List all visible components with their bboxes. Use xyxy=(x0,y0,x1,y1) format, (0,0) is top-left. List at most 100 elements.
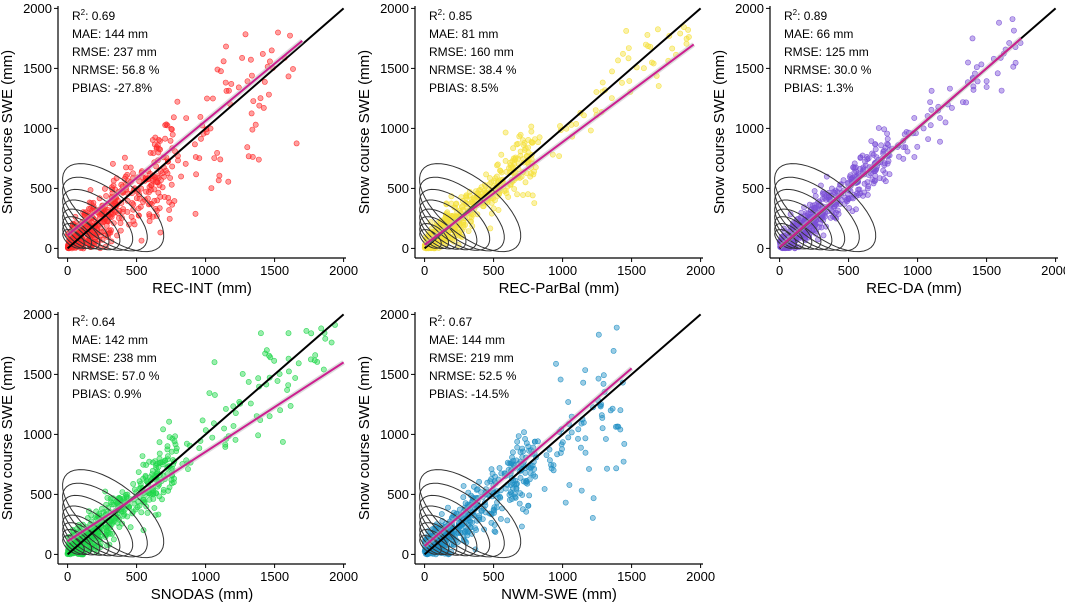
data-point xyxy=(123,164,129,171)
density-contour xyxy=(62,522,101,556)
y-tick-label: 1000 xyxy=(380,121,409,136)
data-point xyxy=(209,434,216,441)
data-point xyxy=(535,438,541,445)
data-point xyxy=(164,443,171,450)
data-point xyxy=(107,524,114,531)
x-tick-label: 1500 xyxy=(260,263,289,278)
data-point xyxy=(239,370,246,377)
data-point xyxy=(613,324,620,331)
data-point xyxy=(239,55,245,61)
data-point xyxy=(164,453,171,460)
data-point xyxy=(122,154,128,161)
data-point xyxy=(103,222,110,229)
data-point xyxy=(196,155,203,162)
data-point xyxy=(172,441,179,448)
y-tick-label: 0 xyxy=(402,547,409,562)
stat-line: NRMSE: 30.0 % xyxy=(784,63,872,77)
data-point xyxy=(881,162,888,169)
data-point xyxy=(271,357,278,364)
data-point xyxy=(864,185,871,192)
data-point xyxy=(603,436,609,442)
data-point xyxy=(472,525,478,531)
density-contour xyxy=(62,229,85,249)
data-point xyxy=(848,194,855,201)
stat-line: RMSE: 237 mm xyxy=(72,45,157,59)
stat-line: PBIAS: -27.8% xyxy=(72,81,152,95)
data-point xyxy=(514,191,520,198)
stat-line: PBIAS: -14.5% xyxy=(429,387,509,401)
data-point xyxy=(553,360,559,367)
data-point xyxy=(266,413,273,420)
data-point xyxy=(223,43,229,50)
data-point xyxy=(580,379,587,386)
data-point xyxy=(841,200,848,207)
data-point xyxy=(559,439,566,446)
data-point xyxy=(208,185,215,191)
data-point xyxy=(275,29,281,36)
data-point xyxy=(320,366,327,373)
data-point xyxy=(522,179,529,186)
data-point xyxy=(156,205,163,211)
data-point xyxy=(166,484,173,491)
data-point xyxy=(115,210,122,217)
data-point xyxy=(257,95,264,102)
data-point xyxy=(225,178,232,185)
data-point xyxy=(108,517,115,524)
data-point xyxy=(520,137,526,144)
panel-rec-parbal: 0 500 1000 1500 2000 0 500 1000 1500 2000 REC-ParB… xyxy=(356,1,715,297)
data-point xyxy=(159,459,166,466)
data-point xyxy=(139,453,146,459)
data-point xyxy=(994,70,1001,77)
x-axis-label: NWM-SWE (mm) xyxy=(501,586,617,603)
data-point xyxy=(228,81,235,87)
data-point xyxy=(513,486,520,492)
data-point xyxy=(109,501,115,508)
data-point xyxy=(685,26,691,33)
data-point xyxy=(523,440,530,446)
x-tick-label: 0 xyxy=(64,569,71,584)
data-point xyxy=(170,114,177,121)
density-contours xyxy=(419,469,522,559)
y-tick-label: 1500 xyxy=(380,367,409,382)
data-point xyxy=(530,171,537,178)
data-point xyxy=(580,419,587,426)
data-point xyxy=(445,504,451,511)
data-point xyxy=(167,175,173,181)
data-point xyxy=(575,435,581,442)
density-contours xyxy=(419,163,522,253)
data-point xyxy=(491,522,498,528)
data-point xyxy=(107,531,113,537)
data-point xyxy=(162,135,168,142)
plot-area xyxy=(62,313,345,559)
data-point xyxy=(211,359,218,366)
y-tick-label: 500 xyxy=(30,181,52,196)
data-point xyxy=(904,148,911,155)
data-point xyxy=(996,19,1002,26)
data-point xyxy=(255,156,262,163)
stat-line: NRMSE: 57.0 % xyxy=(72,369,160,383)
data-point xyxy=(86,205,92,212)
data-point xyxy=(160,489,167,496)
y-tick-label: 0 xyxy=(757,241,764,256)
data-point xyxy=(463,192,470,199)
x-tick-label: 0 xyxy=(421,263,428,278)
density-contour xyxy=(419,208,467,250)
data-point xyxy=(947,85,953,92)
data-point xyxy=(263,347,270,354)
stat-line: MAE: 66 mm xyxy=(784,27,853,41)
data-point xyxy=(116,494,123,501)
data-point xyxy=(88,512,95,519)
data-point xyxy=(649,59,655,66)
stat-line: MAE: 81 mm xyxy=(429,27,498,41)
data-point xyxy=(293,140,300,147)
data-point xyxy=(455,529,461,536)
data-point xyxy=(513,141,520,148)
data-point xyxy=(983,78,990,85)
data-point xyxy=(274,378,281,384)
data-point xyxy=(562,499,569,506)
data-point xyxy=(146,213,153,219)
data-point xyxy=(118,181,125,188)
data-point xyxy=(267,354,274,361)
data-point xyxy=(160,426,166,433)
